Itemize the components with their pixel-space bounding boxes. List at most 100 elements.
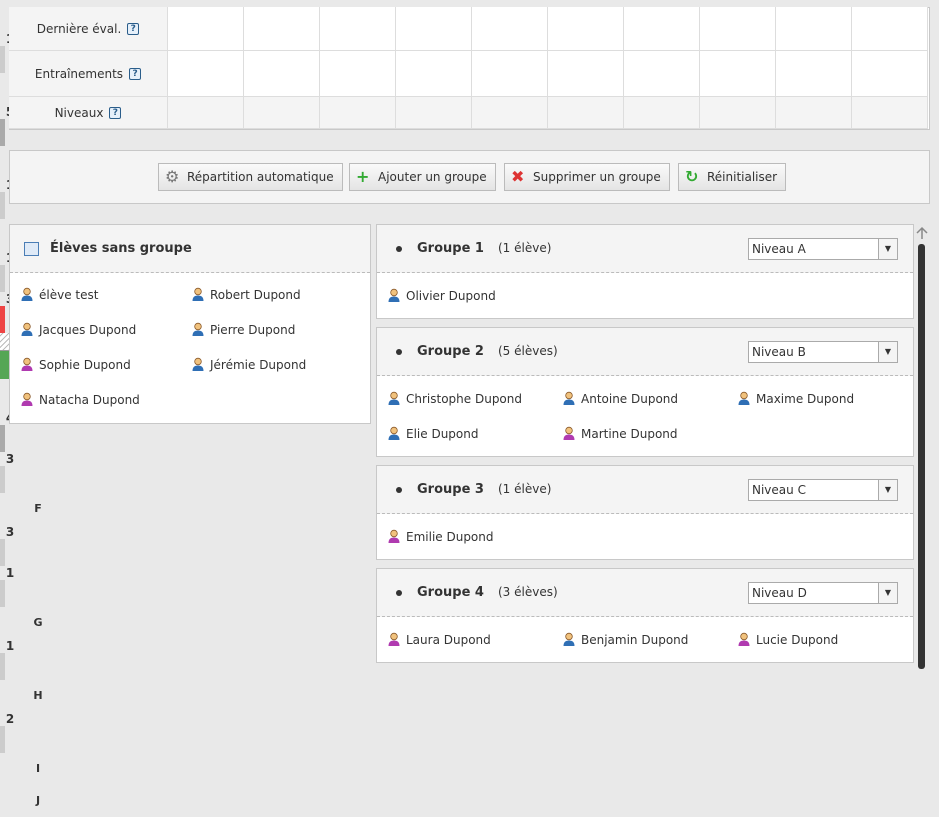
student[interactable]: Laura Dupond xyxy=(387,632,491,648)
student-name: Olivier Dupond xyxy=(406,289,496,303)
level-cell xyxy=(472,97,548,129)
level-select[interactable]: Niveau C ▼ xyxy=(748,479,898,501)
student[interactable]: Sophie Dupond xyxy=(20,357,131,373)
select-arrow: ▼ xyxy=(878,583,897,603)
select-arrow: ▼ xyxy=(878,342,897,362)
level-cell xyxy=(852,51,928,97)
level-cell xyxy=(548,7,624,51)
button-icon: + xyxy=(356,167,370,186)
student[interactable]: Natacha Dupond xyxy=(20,392,140,408)
help-icon[interactable]: ? xyxy=(109,106,122,119)
level-cell xyxy=(244,97,320,129)
page: (() => { const data = JSON.parse(documen… xyxy=(0,7,930,807)
student-icon xyxy=(21,357,33,371)
toolbar-button[interactable]: ↻ Réinitialiser xyxy=(678,163,787,191)
group-name: Groupe 2 xyxy=(417,344,484,359)
level-cell xyxy=(548,51,624,97)
level-cell xyxy=(776,97,852,129)
student-name: élève test xyxy=(39,288,99,302)
eval-count: 2 xyxy=(5,712,15,726)
student[interactable]: Benjamin Dupond xyxy=(562,632,688,648)
bullet xyxy=(396,246,402,252)
student[interactable]: Olivier Dupond xyxy=(387,288,496,304)
group-header: Groupe 4 (3 élèves) Niveau D ▼ xyxy=(377,569,913,617)
level-cell xyxy=(700,51,776,97)
group-name: Groupe 1 xyxy=(417,241,484,256)
group-header: Groupe 3 (1 élève) Niveau C ▼ xyxy=(377,466,913,514)
student[interactable]: élève test xyxy=(20,287,98,303)
help-icon[interactable]: ? xyxy=(129,67,142,80)
student-icon xyxy=(388,288,400,302)
eval-bar xyxy=(0,306,5,333)
toolbar-button[interactable]: ✖ Supprimer un groupe xyxy=(504,163,670,191)
group-count: (1 élève) xyxy=(498,241,552,255)
student-name: Jérémie Dupond xyxy=(210,358,307,372)
level-cell xyxy=(320,51,396,97)
level-cell xyxy=(244,7,320,51)
student-name: Lucie Dupond xyxy=(756,633,839,647)
toolbar-button[interactable]: ⚙ Répartition automatique xyxy=(158,163,343,191)
toolbar-button[interactable]: + Ajouter un groupe xyxy=(349,163,496,191)
eval-count: 1 xyxy=(5,566,15,580)
help-icon[interactable]: ? xyxy=(127,22,140,35)
level-name: I xyxy=(35,762,41,775)
eval-bar xyxy=(0,580,5,607)
student[interactable]: Antoine Dupond xyxy=(562,391,678,407)
level-cell xyxy=(624,97,700,129)
eval-count: 1 xyxy=(5,639,15,653)
row-label-cell: Entraînements? xyxy=(9,51,168,97)
level-cell xyxy=(396,97,472,129)
level-cell xyxy=(168,97,244,129)
level-cell xyxy=(776,51,852,97)
group-panel: Groupe 4 (3 élèves) Niveau D ▼ Laura Dupond B… xyxy=(376,568,914,663)
student-icon xyxy=(192,287,204,301)
level-cell xyxy=(244,51,320,97)
student[interactable]: Maxime Dupond xyxy=(737,391,854,407)
student[interactable]: Jérémie Dupond xyxy=(191,357,306,373)
button-icon: ⚙ xyxy=(165,167,180,186)
student[interactable]: Martine Dupond xyxy=(562,426,678,442)
scroll-arrow[interactable] xyxy=(914,226,930,240)
level-cell xyxy=(472,51,548,97)
eval-bar xyxy=(0,539,5,566)
group-count: (5 élèves) xyxy=(498,344,558,358)
group-header: Groupe 1 (1 élève) Niveau A ▼ xyxy=(377,225,913,273)
level-cell xyxy=(396,7,472,51)
student[interactable]: Pierre Dupond xyxy=(191,322,295,338)
level-select[interactable]: Niveau B ▼ xyxy=(748,341,898,363)
eval-bar xyxy=(0,726,5,753)
student[interactable]: Jacques Dupond xyxy=(20,322,136,338)
button-label: Répartition automatique xyxy=(187,170,334,184)
student[interactable]: Emilie Dupond xyxy=(387,529,494,545)
group-count: (1 élève) xyxy=(498,482,552,496)
level-cell xyxy=(168,51,244,97)
scroll-thumb[interactable] xyxy=(918,244,925,669)
level-name: G xyxy=(33,616,43,629)
student[interactable]: Elie Dupond xyxy=(387,426,478,442)
level-select[interactable]: Niveau D ▼ xyxy=(748,582,898,604)
student-icon xyxy=(21,287,33,301)
student-icon xyxy=(388,529,400,543)
student-name: Emilie Dupond xyxy=(406,530,494,544)
level-select[interactable]: Niveau A ▼ xyxy=(748,238,898,260)
student-icon xyxy=(192,322,204,336)
student-icon xyxy=(21,322,33,336)
select-value: Niveau C xyxy=(752,483,806,497)
eval-bar xyxy=(0,466,5,493)
group-name: Groupe 4 xyxy=(417,585,484,600)
student-name: Laura Dupond xyxy=(406,633,491,647)
student-name: Elie Dupond xyxy=(406,427,479,441)
student[interactable]: Lucie Dupond xyxy=(737,632,838,648)
student-icon xyxy=(388,632,400,646)
scrollbar[interactable] xyxy=(914,224,930,669)
level-cell xyxy=(624,7,700,51)
row-label-cell: Dernière éval.? xyxy=(9,7,168,51)
group-header: Groupe 2 (5 élèves) Niveau B ▼ xyxy=(377,328,913,376)
button-icon: ↻ xyxy=(685,167,699,186)
student-icon xyxy=(738,632,750,646)
student[interactable]: Robert Dupond xyxy=(191,287,301,303)
student-name: Antoine Dupond xyxy=(581,392,679,406)
level-cell xyxy=(548,97,624,129)
student[interactable]: Christophe Dupond xyxy=(387,391,522,407)
level-cell xyxy=(852,97,928,129)
